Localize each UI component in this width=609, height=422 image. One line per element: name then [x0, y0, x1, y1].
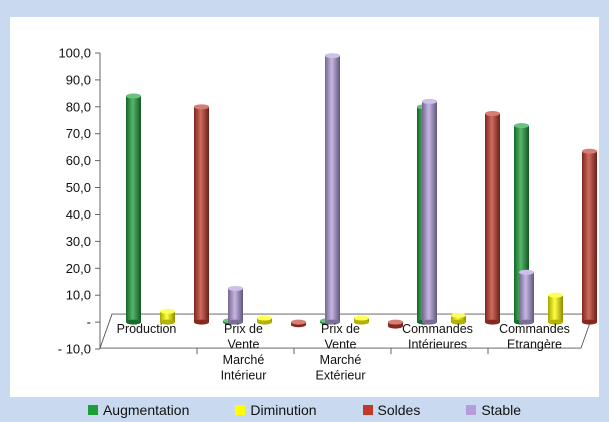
- category-label: Prix de: [224, 322, 263, 336]
- bar-diminution-1: [257, 315, 272, 325]
- bar-diminution-0: [160, 308, 175, 325]
- category-label: Intérieur: [221, 369, 267, 383]
- y-tick-label: 20,0: [66, 261, 91, 276]
- bar-diminution-3: [451, 312, 466, 325]
- category-label: Commandes: [499, 322, 570, 336]
- category-label: Marché: [223, 353, 265, 367]
- y-tick-label: 100,0: [58, 46, 91, 61]
- plot-area: 100,0 90,0 80,0 70,0 60,0 50,0 40,0 30,0 20,0 10,…: [10, 17, 599, 397]
- bar-soldes-3: [485, 111, 500, 325]
- category-label: Extérieur: [315, 369, 365, 383]
- legend-label: Diminution: [250, 402, 317, 418]
- legend-label: Soldes: [377, 402, 421, 418]
- bar-soldes-1: [291, 319, 306, 328]
- y-tick-label: 10,0: [66, 288, 91, 303]
- y-tick-label: - 10,0: [58, 342, 91, 357]
- y-tick-label: 40,0: [66, 207, 91, 222]
- bar-stable-1: [325, 53, 340, 325]
- legend-label: Stable: [481, 402, 522, 418]
- bar-diminution-4: [548, 292, 563, 325]
- y-tick-label: 90,0: [66, 72, 91, 87]
- category-label: Vente: [228, 338, 260, 352]
- category-label: Production: [117, 322, 177, 336]
- legend-swatch: [87, 405, 98, 415]
- bar-chart: 100,0 90,0 80,0 70,0 60,0 50,0 40,0 30,0 20,0 10,…: [58, 46, 597, 383]
- y-tick-label: 70,0: [66, 126, 91, 141]
- y-tick-label: 80,0: [66, 99, 91, 114]
- bar-stable-2: [422, 98, 437, 325]
- legend-item-soldes: Soldes: [362, 402, 421, 418]
- category-label: Intérieures: [408, 338, 467, 352]
- legend-label: Augmentation: [102, 402, 190, 418]
- bar-stable-0: [228, 285, 243, 325]
- category-label: Vente: [325, 338, 357, 352]
- category-label: Marché: [320, 353, 362, 367]
- legend-swatch: [235, 405, 246, 415]
- y-tick-label: -: [87, 315, 91, 330]
- bar-soldes-2: [388, 319, 403, 329]
- bar-soldes-4: [582, 148, 597, 325]
- category-label: Prix de: [321, 322, 360, 336]
- y-tick-label: 60,0: [66, 153, 91, 168]
- y-tick-label: 50,0: [66, 180, 91, 195]
- bar-soldes-0: [194, 104, 209, 325]
- legend-item-augmentation: Augmentation: [87, 402, 190, 418]
- category-label: Commandes: [402, 322, 473, 336]
- bar-augmentation-0: [126, 93, 141, 325]
- bar-stable-3: [519, 269, 534, 325]
- y-tick-label: 30,0: [66, 234, 91, 249]
- legend-swatch: [466, 405, 477, 415]
- legend-item-stable: Stable: [466, 402, 521, 418]
- legend: Augmentation Diminution Soldes Stable: [0, 399, 609, 421]
- legend-item-diminution: Diminution: [235, 402, 317, 418]
- legend-swatch: [362, 405, 373, 415]
- category-label: Etrangère: [507, 338, 562, 352]
- bar-diminution-2: [354, 315, 369, 325]
